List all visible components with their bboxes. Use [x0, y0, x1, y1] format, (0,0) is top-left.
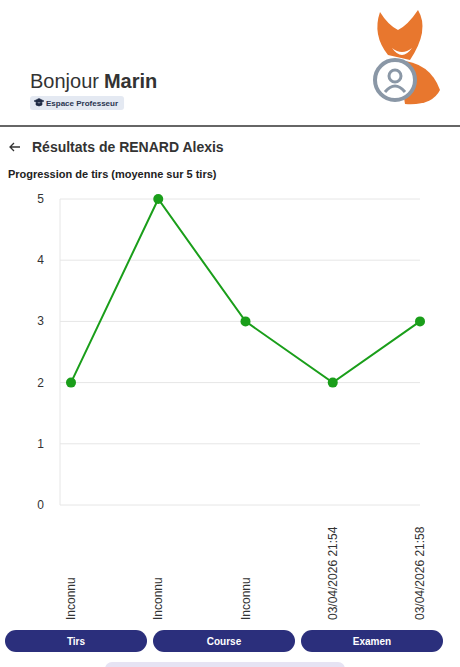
badge-icon — [34, 99, 44, 107]
x-tick-label: Inconnu — [239, 577, 253, 620]
tab-button[interactable]: Examen — [301, 630, 443, 652]
series-line — [71, 199, 420, 383]
y-tick-label: 1 — [37, 437, 44, 451]
grid-line — [60, 260, 420, 261]
x-tick-label: Inconnu — [64, 577, 78, 620]
user-name: Marin — [104, 70, 157, 92]
grid-line — [60, 321, 420, 322]
y-tick-label: 3 — [37, 314, 44, 328]
header-divider — [0, 125, 460, 127]
grid-line — [60, 505, 420, 506]
x-tick-label: Inconnu — [151, 577, 165, 620]
tab-button-label[interactable]: Tirs — [67, 636, 86, 647]
avatar-head — [389, 70, 401, 82]
point — [241, 316, 251, 326]
tab-button-bg[interactable] — [153, 630, 295, 652]
badge — [30, 96, 124, 110]
y-axis-line — [60, 199, 61, 505]
badge-text: Espace Professeur — [46, 99, 118, 108]
y-tick-label: 4 — [37, 253, 44, 267]
point — [415, 316, 425, 326]
point — [66, 378, 76, 388]
chart-title: Progression de tirs (moyenne sur 5 tirs) — [8, 168, 217, 180]
x-tick-label: 03/04/2026 21:58 — [413, 526, 427, 620]
point — [153, 194, 163, 204]
fox-head — [377, 10, 422, 60]
avatar-shoulders — [385, 86, 405, 92]
grid-line — [60, 199, 420, 200]
tab-button-label[interactable]: Course — [207, 636, 242, 647]
avatar[interactable] — [375, 10, 440, 104]
page: BonjourMarin Espace Professeur Résultats d… — [0, 0, 460, 667]
y-tick-label: 5 — [37, 192, 44, 206]
back-arrow[interactable] — [10, 143, 20, 151]
page-title: Résultats de RENARD Alexis — [32, 139, 224, 155]
grid-line — [60, 382, 420, 383]
greeting: BonjourMarin — [30, 70, 157, 92]
avatar-ring — [375, 60, 415, 100]
tab-button-bg[interactable] — [5, 630, 147, 652]
tab-button-bg[interactable] — [301, 630, 443, 652]
tab-button[interactable]: Tirs — [5, 630, 147, 652]
tab-button-label[interactable]: Examen — [353, 636, 391, 647]
greeting-word: Bonjour — [30, 70, 99, 92]
fox-muzzle — [392, 48, 412, 55]
x-tick-label: 03/04/2026 21:54 — [326, 526, 340, 620]
bottom-bar — [105, 662, 345, 667]
grid-line — [60, 443, 420, 444]
y-tick-label: 2 — [37, 376, 44, 390]
point — [328, 378, 338, 388]
tab-button[interactable]: Course — [153, 630, 295, 652]
y-tick-label: 0 — [37, 498, 44, 512]
plot-area — [66, 194, 425, 388]
